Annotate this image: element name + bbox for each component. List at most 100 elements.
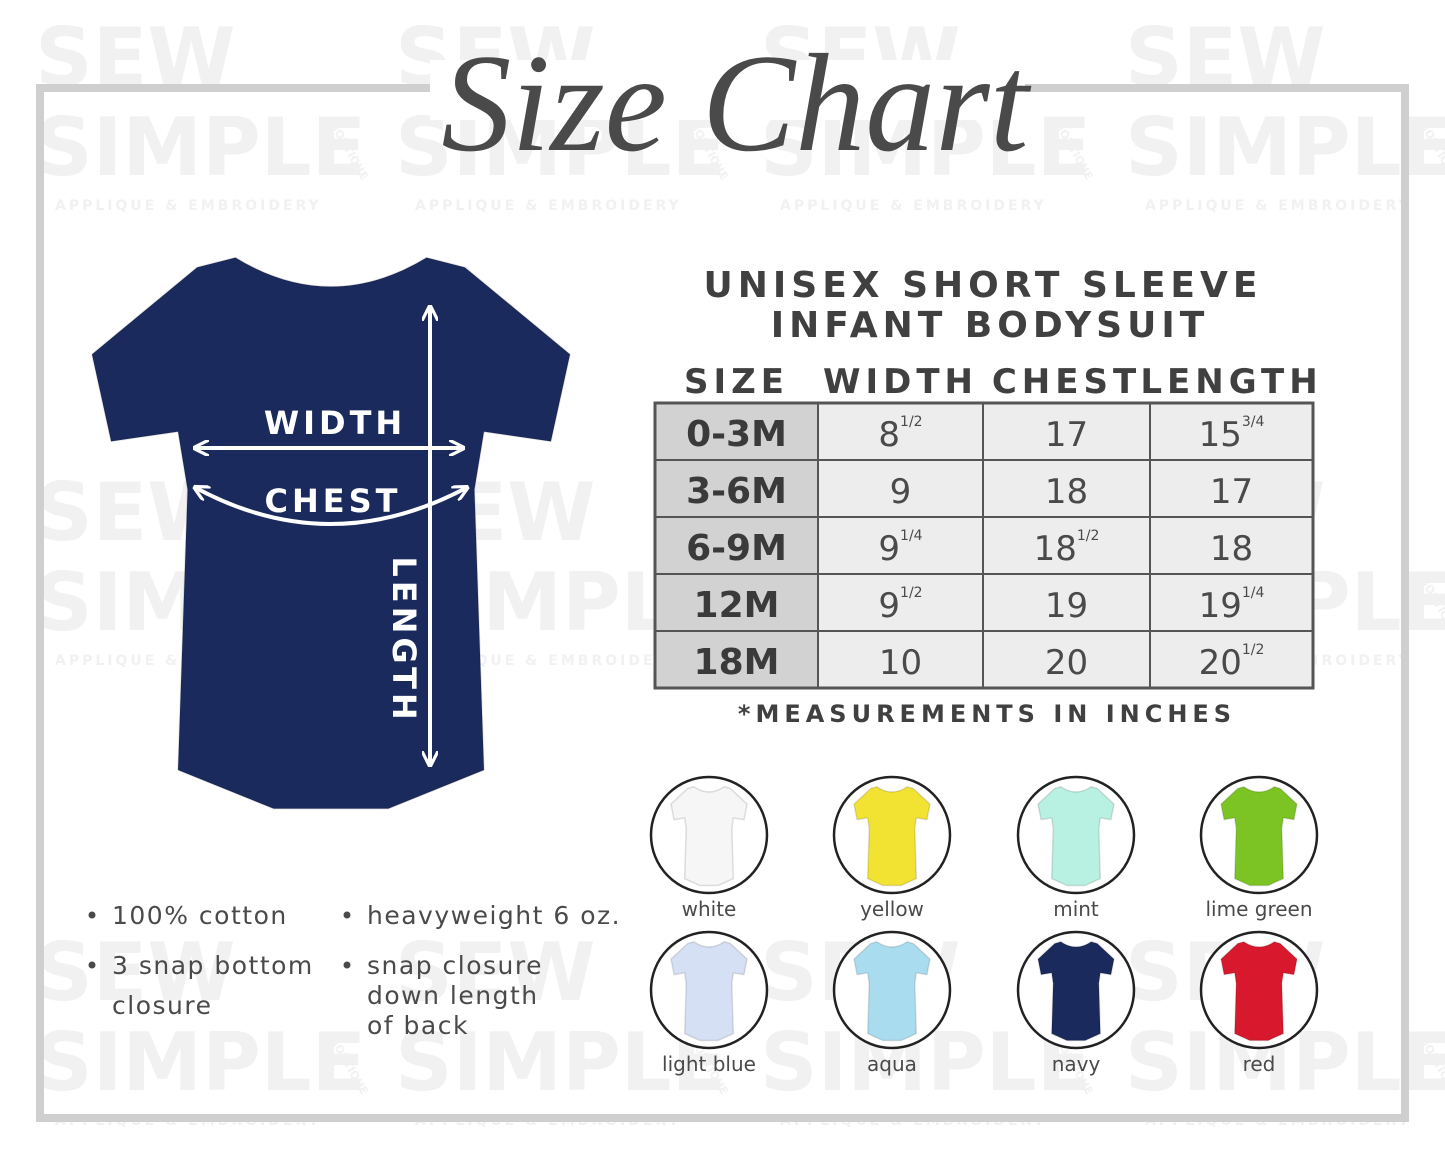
column-header: SIZE [684, 362, 789, 402]
color-name: mint [1053, 897, 1099, 921]
fraction: 1/2 [1077, 528, 1100, 544]
whole-number: 9 [878, 529, 900, 569]
color-name: lime green [1205, 897, 1312, 921]
table-cell [817, 402, 984, 461]
color-name: red [1243, 1052, 1276, 1076]
bodysuit [1037, 785, 1115, 887]
table-cell [817, 630, 984, 689]
watermark: APPLIQUE & EMBROIDERY [780, 198, 1047, 214]
length-label: LENGTH [385, 556, 423, 723]
bodysuit [91, 256, 571, 810]
watermark: SIMPLE [1125, 101, 1445, 194]
watermark: SEW [35, 926, 236, 1019]
watermark: APPLIQUE & EMBROIDERY [415, 653, 682, 669]
bodysuit [1037, 940, 1115, 1042]
column-header: LENGTH [1140, 362, 1322, 402]
table-cell [817, 516, 984, 575]
bodysuit [853, 940, 931, 1042]
bullet [343, 911, 351, 919]
product-title: INFANT BODYSUIT [771, 305, 1210, 346]
whole-number: 9 [878, 586, 900, 626]
measurement: 17 [1045, 415, 1088, 455]
measurement: 153/4 [1199, 414, 1265, 455]
measurement: 18 [1045, 472, 1088, 512]
table-cell [982, 516, 1151, 575]
title: Size Chart [441, 26, 1031, 181]
watermark: APPLIQUE & EMBROIDERY [55, 198, 322, 214]
table-cell [1149, 630, 1314, 689]
table-cell [817, 459, 984, 518]
fraction: 1/4 [900, 528, 923, 544]
measurement: 91/4 [878, 528, 922, 569]
size-label: 12M [694, 585, 780, 626]
whole-number: 19 [1199, 586, 1242, 626]
width-label: WIDTH [264, 404, 406, 442]
color-name: yellow [860, 897, 924, 921]
bullet [343, 961, 351, 969]
product-title: UNISEX SHORT SLEEVE [704, 265, 1263, 306]
color-name: navy [1052, 1052, 1101, 1076]
chest-label: CHEST [265, 482, 402, 520]
size-label: 3-6M [686, 471, 787, 512]
color-name: aqua [867, 1052, 917, 1076]
whole-number: 8 [878, 415, 900, 455]
bodysuit [1220, 785, 1298, 887]
measurement: 18 [1210, 529, 1253, 569]
feature-text: heavyweight 6 oz. [367, 901, 621, 930]
watermark: APPLIQUE & EMBROIDERY [1145, 198, 1412, 214]
measurement: 10 [879, 643, 922, 683]
feature-text: 100% cotton [112, 901, 288, 930]
title-backdrop [430, 60, 1025, 120]
watermark: SIMPLE [35, 101, 366, 194]
table-cell [654, 402, 819, 461]
watermark: APPLIQUE & EMBROIDERY [415, 198, 682, 214]
measurement: 9 [890, 472, 912, 512]
bodysuit [670, 785, 748, 887]
feature-text: 3 snap bottom [112, 951, 314, 980]
whole-number: 20 [1199, 643, 1242, 683]
whole-number: 15 [1199, 415, 1242, 455]
color-name: white [682, 897, 737, 921]
bodysuit [670, 940, 748, 1042]
table-cell [654, 516, 819, 575]
feature-text: snap closure [367, 951, 543, 980]
measurement: 81/2 [878, 414, 922, 455]
measurement: 17 [1210, 472, 1253, 512]
measurement: 20 [1045, 643, 1088, 683]
measurement: 91/2 [878, 585, 922, 626]
bodysuit [853, 785, 931, 887]
measurement: 191/4 [1199, 585, 1265, 626]
column-header: WIDTH [823, 362, 978, 402]
table-cell [817, 573, 984, 632]
watermark: SIMPLE [35, 1016, 366, 1109]
table-cell [654, 459, 819, 518]
table-cell [982, 459, 1151, 518]
bullet [88, 961, 96, 969]
table-cell [1149, 573, 1314, 632]
watermark: SEW [395, 926, 596, 1019]
measurement: 19 [1045, 586, 1088, 626]
bodysuit [1220, 940, 1298, 1042]
table-border [653, 401, 1315, 690]
table-cell [982, 573, 1151, 632]
fraction: 1/2 [1242, 642, 1265, 658]
bullet [88, 911, 96, 919]
fraction: 1/2 [900, 585, 923, 601]
table-cell [1149, 516, 1314, 575]
color-name: light blue [662, 1052, 756, 1076]
measurement: 181/2 [1034, 528, 1100, 569]
size-label: 0-3M [686, 414, 787, 455]
whole-number: 18 [1034, 529, 1077, 569]
fraction: 3/4 [1242, 414, 1265, 430]
feature-text: closure [112, 991, 212, 1020]
feature-text: of back [367, 1011, 469, 1040]
feature-text: down length [367, 981, 539, 1010]
measurement: 201/2 [1199, 642, 1265, 683]
fraction: 1/4 [1242, 585, 1265, 601]
size-label: 6-9M [686, 528, 787, 569]
measurement-note: *MEASUREMENTS IN INCHES [738, 700, 1236, 728]
fraction: 1/2 [900, 414, 923, 430]
column-header: CHEST [992, 362, 1141, 402]
size-label: 18M [694, 642, 780, 683]
